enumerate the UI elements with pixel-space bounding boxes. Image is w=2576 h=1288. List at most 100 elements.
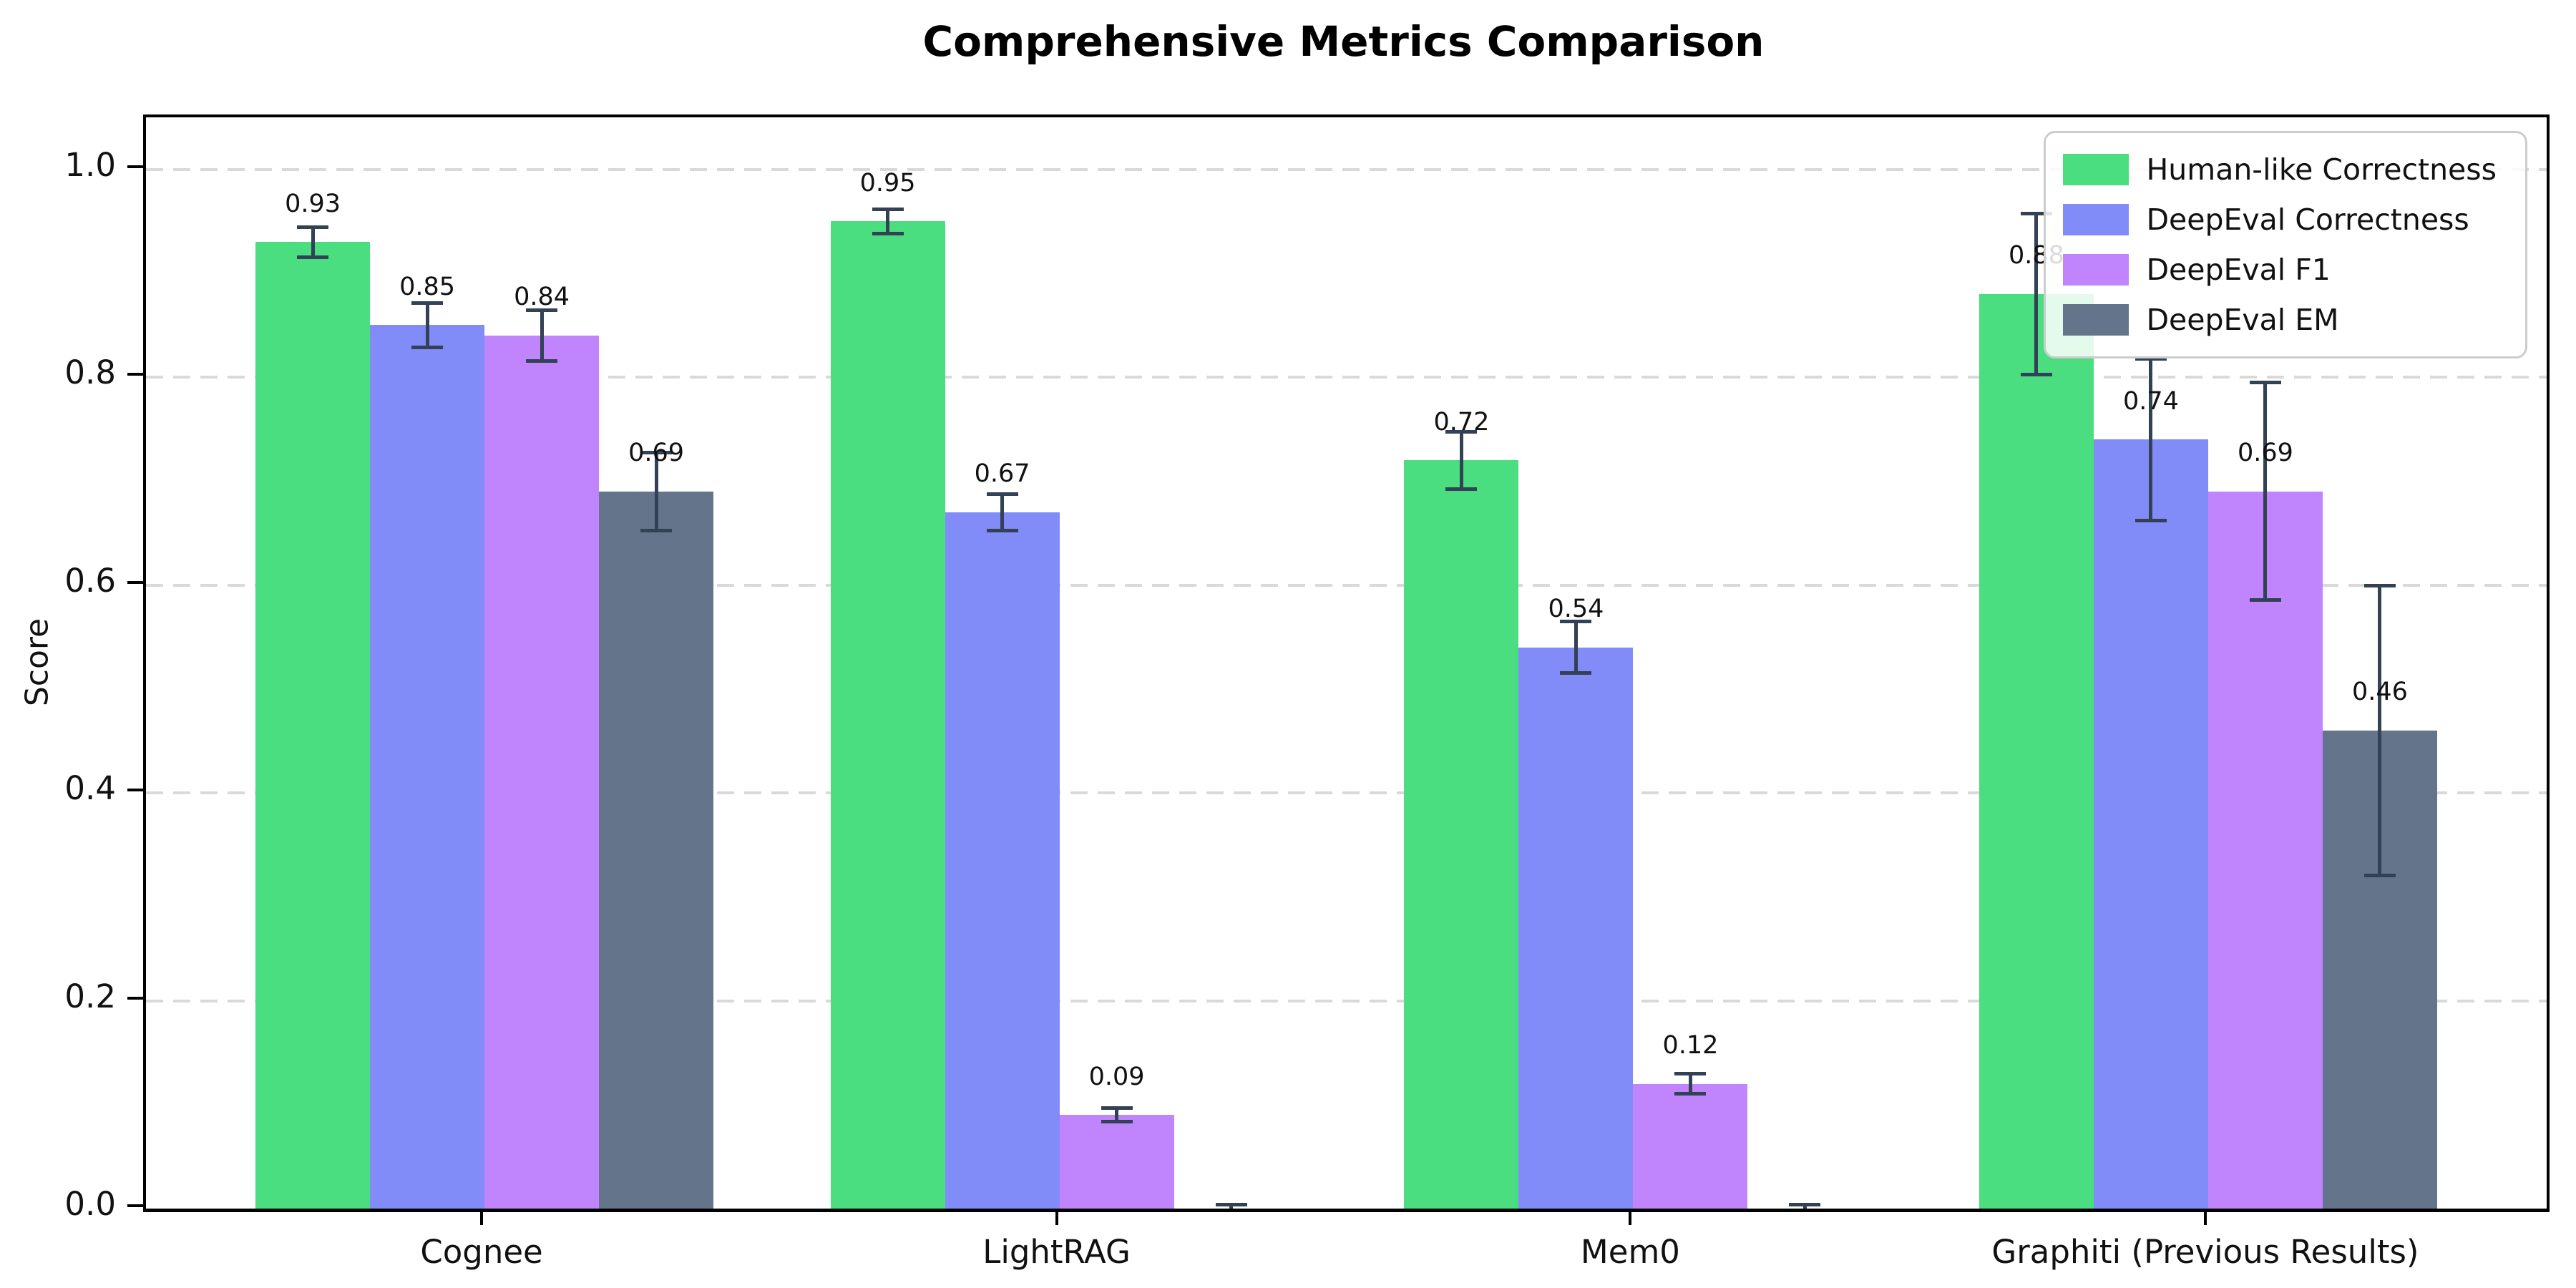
x-tick-label: Graphiti (Previous Results) <box>1991 1233 2419 1271</box>
bar <box>370 325 485 1209</box>
error-bar-cap <box>986 529 1018 533</box>
gridline <box>146 791 2547 795</box>
legend-swatch <box>2063 304 2129 336</box>
bar <box>1059 1115 1174 1209</box>
bar-value-label: 0.69 <box>2237 439 2293 468</box>
error-bar-cap <box>1445 429 1478 434</box>
x-tick-label: LightRAG <box>982 1233 1131 1271</box>
error-bar-line <box>2378 585 2382 877</box>
bar-value-label: 0.85 <box>399 272 456 301</box>
error-bar-cap <box>411 301 444 305</box>
error-bar-cap <box>872 231 904 235</box>
error-bar-cap <box>2363 583 2396 587</box>
gridline <box>146 999 2547 1002</box>
bar <box>1633 1083 1748 1209</box>
bar-value-label: 0.74 <box>2122 386 2179 416</box>
error-bar-cap <box>526 308 558 312</box>
bar <box>945 512 1060 1209</box>
y-tick-mark <box>127 580 143 584</box>
y-tick-label: 0.6 <box>64 561 116 600</box>
error-bar-cap <box>1445 487 1478 491</box>
error-bar-cap <box>297 225 329 229</box>
error-bar-cap <box>2135 518 2167 522</box>
x-tick-mark <box>1629 1209 1632 1225</box>
x-tick-label: Mem0 <box>1580 1233 1680 1271</box>
error-bar-cap <box>2020 373 2052 377</box>
error-bar-line <box>1115 1108 1119 1123</box>
error-bar-cap <box>872 207 904 211</box>
error-bar-cap <box>1789 1211 1820 1212</box>
legend-label: DeepEval Correctness <box>2146 203 2469 237</box>
y-tick-mark <box>127 996 143 1000</box>
bar-value-label: 0.69 <box>628 439 685 468</box>
legend-item: DeepEval EM <box>2063 295 2497 345</box>
error-bar-cap <box>2135 356 2167 361</box>
error-bar-cap <box>986 492 1018 496</box>
y-tick-mark <box>127 373 143 376</box>
legend-swatch <box>2063 154 2129 185</box>
y-tick-mark <box>127 165 143 168</box>
legend: Human-like Correctness DeepEval Correctne… <box>2044 131 2527 358</box>
y-tick-label: 0.2 <box>64 977 116 1015</box>
bar-value-label: 0.46 <box>2351 678 2408 707</box>
error-bar-cap <box>1216 1211 1247 1212</box>
error-bar-cap <box>640 529 673 533</box>
y-tick-label: 0.8 <box>64 353 116 392</box>
x-tick-mark <box>2203 1209 2207 1225</box>
error-bar-cap <box>2249 598 2281 602</box>
y-tick-label: 1.0 <box>64 145 116 184</box>
bar <box>2207 491 2323 1209</box>
gridline <box>146 583 2547 587</box>
error-bar-line <box>425 302 429 348</box>
error-bar-cap <box>1560 671 1592 675</box>
error-bar-cap <box>526 359 558 364</box>
error-bar-line <box>1000 493 1005 532</box>
error-bar-line <box>540 309 544 362</box>
legend-label: Human-like Correctness <box>2146 152 2497 187</box>
error-bar-cap <box>1101 1120 1133 1124</box>
legend-item: Human-like Correctness <box>2063 145 2497 195</box>
error-bar-line <box>2263 382 2268 601</box>
error-bar-cap <box>1560 620 1592 624</box>
legend-item: DeepEval Correctness <box>2063 195 2497 245</box>
y-tick-label: 0.4 <box>64 769 116 808</box>
bar <box>1979 293 2094 1209</box>
x-tick-mark <box>480 1209 484 1225</box>
error-bar-cap <box>2363 874 2396 878</box>
gridline <box>146 167 2547 171</box>
x-tick-mark <box>1055 1209 1058 1225</box>
legend-label: DeepEval F1 <box>2146 253 2331 287</box>
bar-value-label: 0.95 <box>859 168 916 197</box>
legend-swatch <box>2063 204 2129 235</box>
error-bar-line <box>1574 621 1578 673</box>
error-bar-cap <box>297 255 329 260</box>
bar-value-label: 0.54 <box>1548 594 1604 623</box>
error-bar-cap <box>1789 1203 1821 1207</box>
bar <box>484 336 600 1209</box>
error-bar-line <box>311 226 315 258</box>
chart-title: Comprehensive Metrics Comparison <box>922 17 1765 66</box>
bar-value-label: 0.09 <box>1088 1062 1145 1091</box>
error-bar-cap <box>1674 1072 1707 1076</box>
error-bar-line <box>1459 431 1463 489</box>
bar-value-label: 0.72 <box>1433 407 1490 436</box>
gridline <box>146 376 2547 379</box>
legend-swatch <box>2063 254 2129 286</box>
error-bar-cap <box>1101 1106 1133 1111</box>
y-tick-mark <box>127 789 143 792</box>
bar <box>599 491 714 1209</box>
error-bar-cap <box>411 346 444 350</box>
bar <box>2093 439 2208 1209</box>
bar <box>1404 460 1519 1209</box>
bar <box>255 242 371 1209</box>
y-tick-mark <box>127 1204 143 1207</box>
bar <box>1518 647 1634 1209</box>
legend-label: DeepEval EM <box>2146 303 2339 337</box>
bar-value-label: 0.93 <box>285 189 341 218</box>
legend-item: DeepEval F1 <box>2063 245 2497 295</box>
error-bar-line <box>886 208 890 234</box>
error-bar-line <box>2149 358 2153 521</box>
error-bar-cap <box>1215 1203 1247 1207</box>
x-tick-label: Cognee <box>420 1233 543 1271</box>
